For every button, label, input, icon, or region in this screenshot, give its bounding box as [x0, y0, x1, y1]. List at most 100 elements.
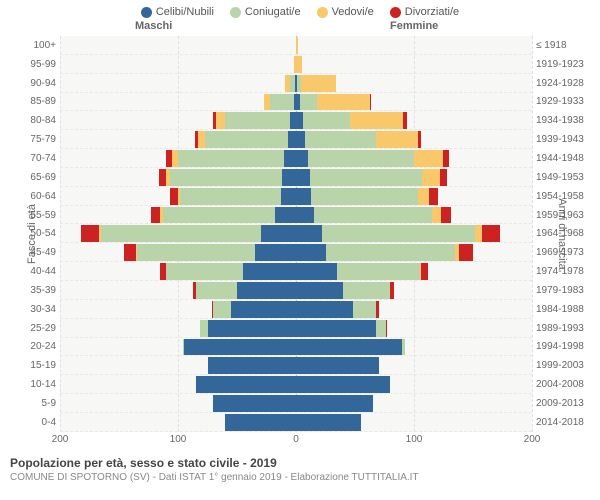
bar-segment	[151, 207, 160, 224]
bar-segment	[459, 244, 473, 261]
bar-segment	[441, 207, 450, 224]
legend-item: Celibi/Nubili	[141, 6, 214, 18]
bar-segment	[296, 225, 322, 242]
bar-segment	[275, 207, 296, 224]
bar-segment	[170, 169, 282, 186]
bar-segment	[231, 301, 296, 318]
bar-area	[60, 169, 532, 186]
legend-swatch	[317, 7, 328, 18]
legend-label: Coniugati/e	[245, 6, 301, 18]
birth-year-label: 1964-1968	[536, 228, 590, 239]
pyramid-row: 95-991919-1923	[60, 55, 532, 74]
x-tick-label: 200	[52, 434, 69, 445]
bar-segment	[300, 94, 318, 111]
pyramid-row: 30-341984-1988	[60, 300, 532, 319]
female-bar	[296, 339, 405, 356]
female-bar	[296, 263, 428, 280]
age-label: 55-59	[20, 210, 56, 221]
male-bar	[264, 94, 296, 111]
bar-segment	[261, 225, 296, 242]
bar-segment	[422, 169, 440, 186]
pyramid-row: 75-791939-1943	[60, 130, 532, 149]
legend-item: Divorziati/e	[390, 6, 459, 18]
pyramid-row: 15-191999-2003	[60, 356, 532, 375]
bar-area	[60, 339, 532, 356]
female-bar	[296, 320, 387, 337]
bar-segment	[322, 225, 475, 242]
bar-segment	[213, 301, 231, 318]
bar-segment	[296, 131, 305, 148]
bar-segment	[296, 414, 361, 431]
bar-area	[60, 112, 532, 129]
age-label: 10-14	[20, 379, 56, 390]
bar-segment	[137, 244, 255, 261]
bar-segment	[208, 320, 297, 337]
pyramid-row: 0-42014-2018	[60, 413, 532, 432]
bar-area	[60, 414, 532, 431]
pyramid-row: 65-691949-1953	[60, 168, 532, 187]
birth-year-label: 1954-1958	[536, 191, 590, 202]
bar-area	[60, 131, 532, 148]
x-tick-label: 200	[524, 434, 541, 445]
bar-segment	[376, 301, 378, 318]
bar-segment	[166, 263, 243, 280]
bar-area	[60, 357, 532, 374]
bar-segment	[370, 94, 371, 111]
male-bar	[193, 282, 296, 299]
male-bar	[170, 188, 296, 205]
bar-area	[60, 244, 532, 261]
bar-segment	[311, 188, 417, 205]
rows-container: 100+≤ 191895-991919-192390-941924-192885…	[60, 36, 532, 432]
footer-subtitle: COMUNE DI SPOTORNO (SV) - Dati ISTAT 1° …	[10, 472, 590, 483]
female-bar	[296, 169, 447, 186]
bar-segment	[386, 320, 387, 337]
bar-segment	[255, 244, 296, 261]
age-label: 0-4	[20, 417, 56, 428]
bar-segment	[225, 112, 290, 129]
bar-area	[60, 56, 532, 73]
age-label: 30-34	[20, 304, 56, 315]
bar-segment	[208, 357, 297, 374]
legend-item: Coniugati/e	[230, 6, 301, 18]
bar-segment	[337, 263, 420, 280]
legend-label: Vedovi/e	[332, 6, 374, 18]
bar-segment	[216, 112, 225, 129]
male-bar	[166, 150, 296, 167]
bar-segment	[296, 376, 390, 393]
bar-segment	[296, 320, 376, 337]
male-bar	[81, 225, 296, 242]
bar-segment	[353, 301, 377, 318]
female-bar	[296, 414, 361, 431]
bar-area	[60, 37, 532, 54]
male-bar	[151, 207, 296, 224]
bar-segment	[443, 150, 449, 167]
birth-year-label: 1924-1928	[536, 78, 590, 89]
pyramid-row: 80-841934-1938	[60, 111, 532, 130]
pyramid-row: 25-291989-1993	[60, 319, 532, 338]
bar-segment	[296, 395, 373, 412]
female-bar	[296, 244, 473, 261]
pyramid-row: 55-591959-1963	[60, 206, 532, 225]
age-label: 60-64	[20, 191, 56, 202]
bar-segment	[296, 357, 379, 374]
female-bar	[296, 357, 379, 374]
bar-segment	[180, 188, 280, 205]
legend-item: Vedovi/e	[317, 6, 374, 18]
bar-segment	[196, 282, 237, 299]
bar-segment	[429, 188, 437, 205]
bar-segment	[310, 169, 422, 186]
pyramid-row: 5-92009-2013	[60, 394, 532, 413]
bar-segment	[270, 94, 294, 111]
bar-area	[60, 150, 532, 167]
female-bar	[296, 395, 373, 412]
male-bar	[195, 131, 296, 148]
bar-segment	[301, 75, 336, 92]
bar-area	[60, 376, 532, 393]
age-label: 5-9	[20, 398, 56, 409]
female-header: Femmine	[390, 20, 438, 32]
bar-segment	[376, 320, 385, 337]
male-bar	[212, 301, 296, 318]
bar-segment	[101, 225, 260, 242]
bar-segment	[81, 225, 99, 242]
birth-year-label: 1959-1963	[536, 210, 590, 221]
